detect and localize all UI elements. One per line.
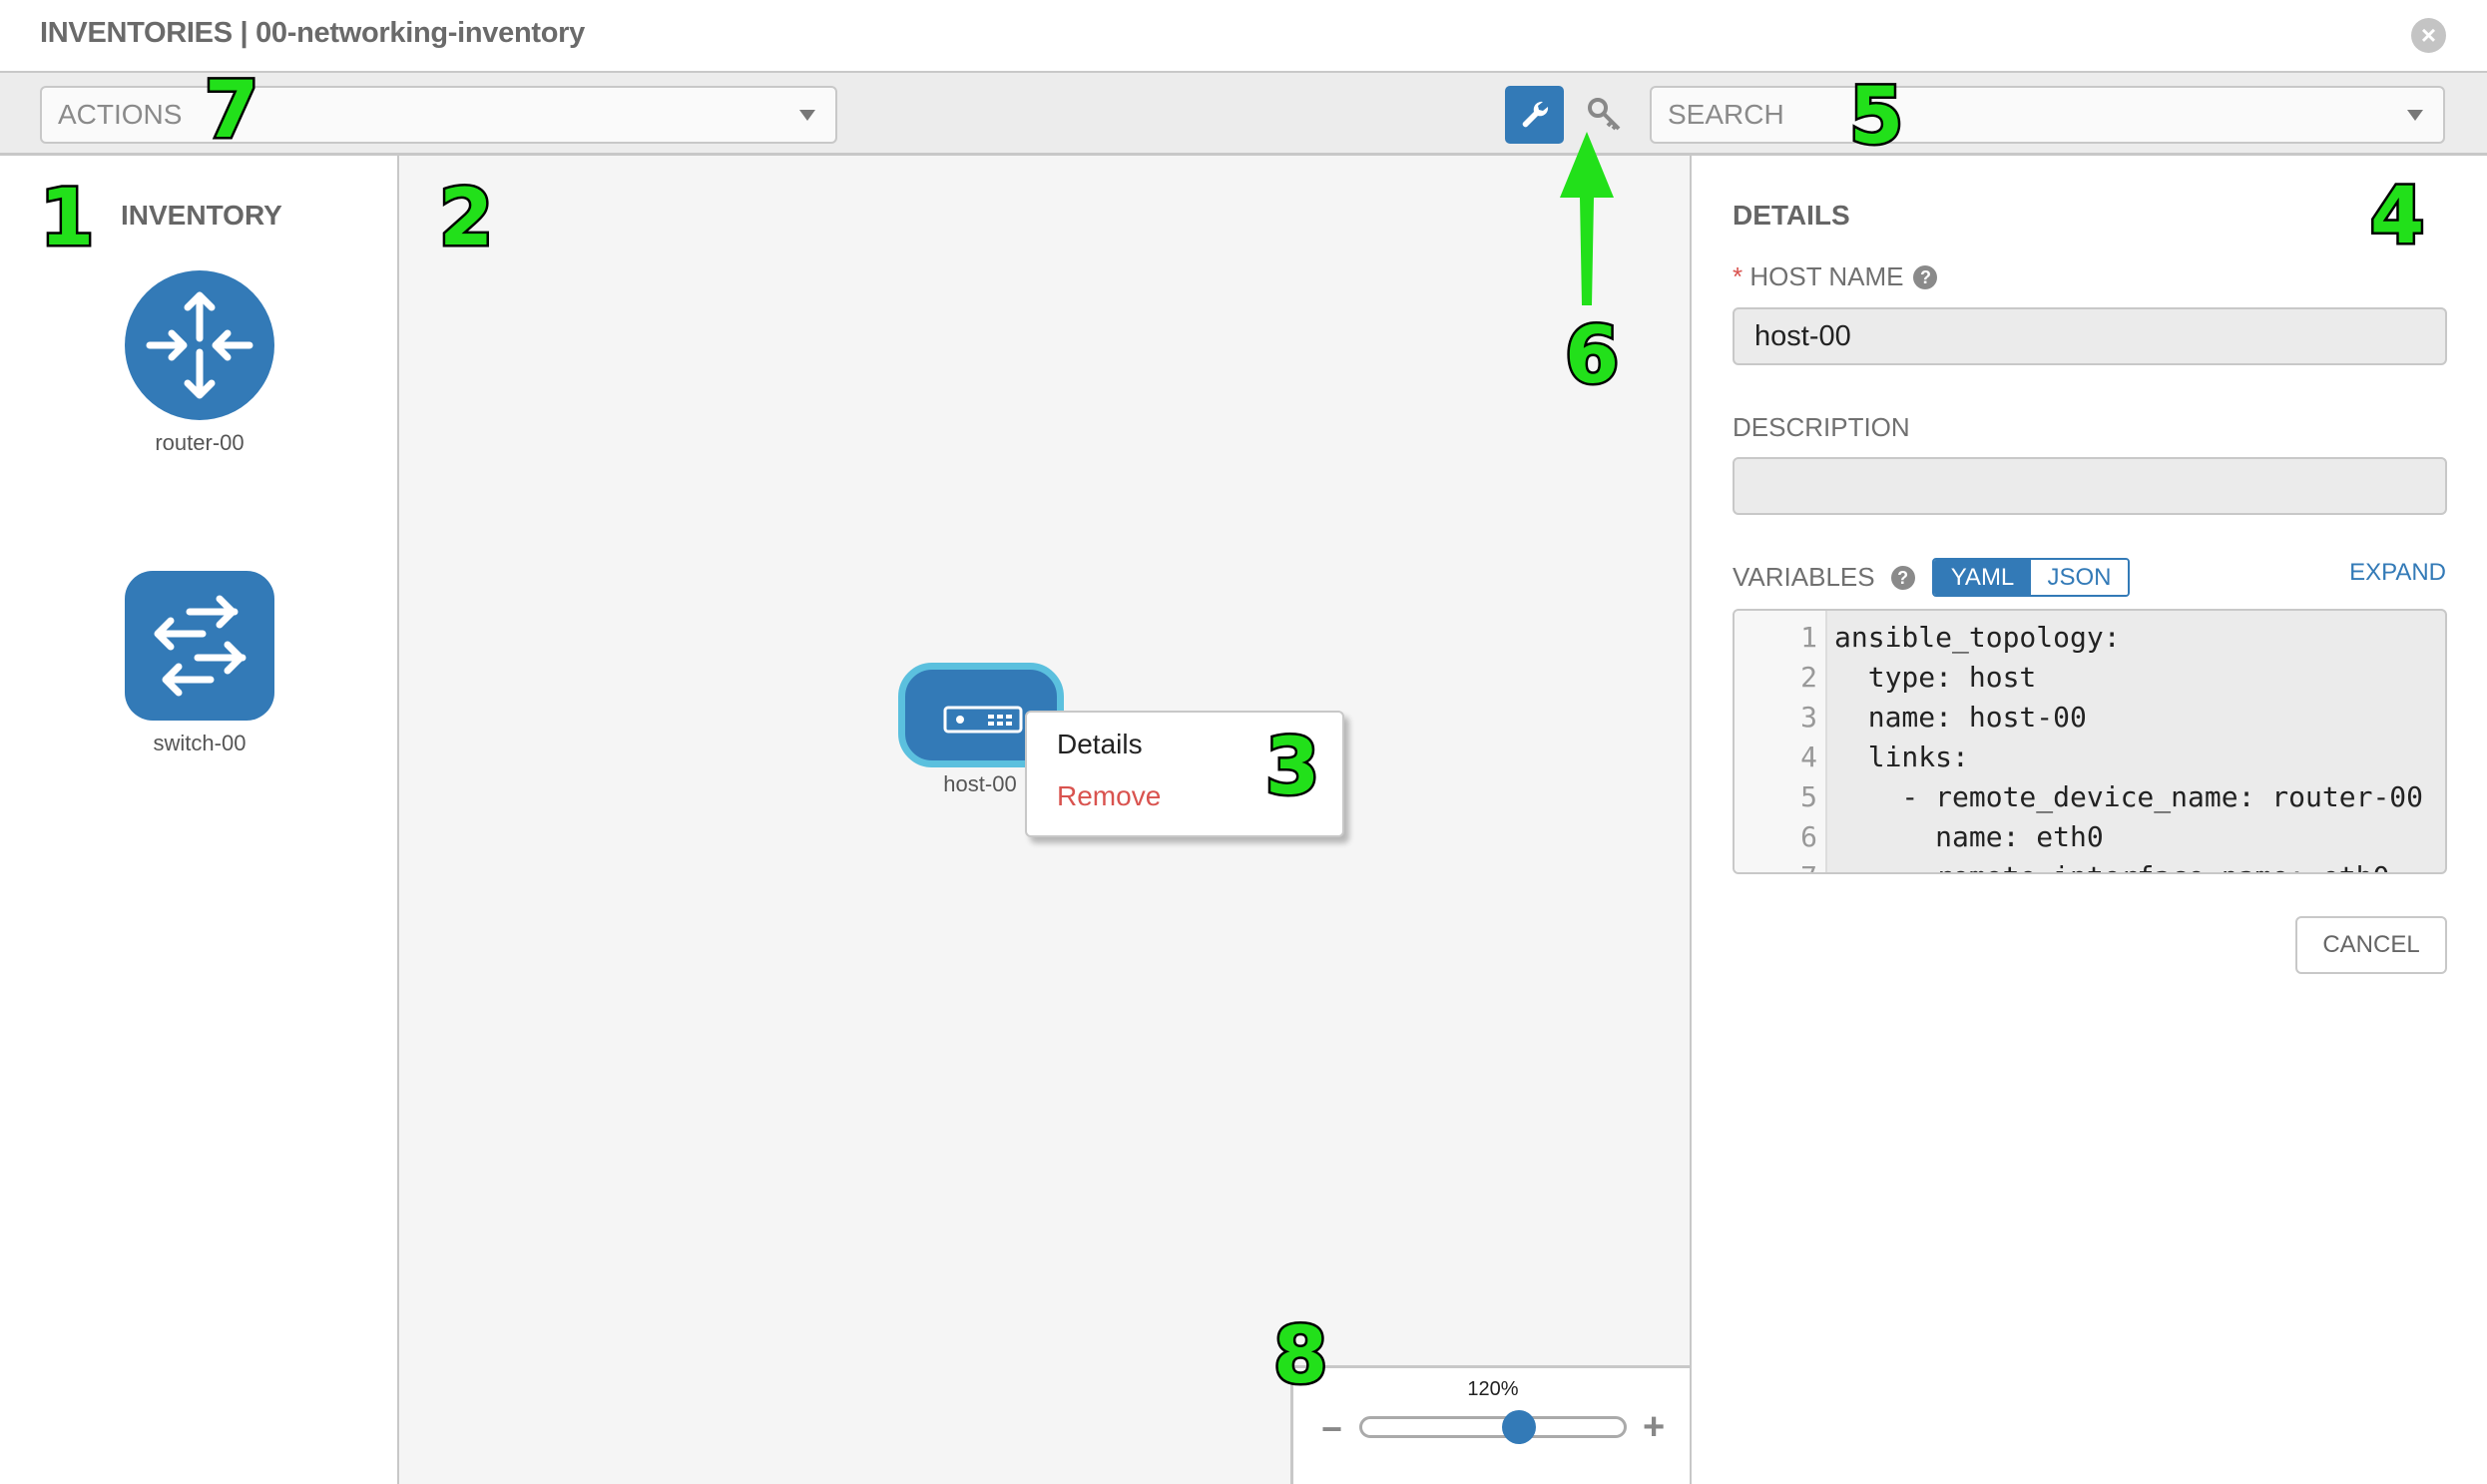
details-panel: DETAILS * HOST NAME? host-00 DESCRIPTION… <box>1690 156 2487 1484</box>
code-line: type: host <box>1834 661 2037 694</box>
host-name-input[interactable]: host-00 <box>1733 307 2447 365</box>
cancel-button[interactable]: CANCEL <box>2295 916 2447 974</box>
annotation-6: 6 <box>1562 311 1621 401</box>
inventory-title: INVENTORY <box>121 200 282 231</box>
help-icon[interactable]: ? <box>1890 566 1915 590</box>
switch-icon[interactable] <box>125 571 274 721</box>
variables-editor[interactable]: 1 2 3 4 5 6 7 ansible_topology: type: host nam… <box>1733 609 2447 874</box>
header: INVENTORIES | 00-networking-inventory × <box>0 0 2487 73</box>
format-toggle: YAML JSON <box>1932 558 2130 597</box>
wrench-icon[interactable] <box>1505 86 1564 144</box>
zoom-control: 120% − + <box>1290 1365 1690 1484</box>
zoom-level: 120% <box>1467 1378 1519 1400</box>
code-line: remote_interface_name: eth0 <box>1834 860 2389 872</box>
topology-canvas[interactable]: host-00 Details Remove <box>399 156 1690 1484</box>
line-number: 4 <box>1800 741 1817 773</box>
line-gutter: 1 2 3 4 5 6 7 <box>1735 611 1827 872</box>
key-icon[interactable] <box>1585 95 1625 135</box>
toolbar: ACTIONS SEARCH <box>0 73 2487 156</box>
arrow-up-icon <box>1560 132 1614 305</box>
annotation-8: 8 <box>1270 1311 1329 1401</box>
zoom-in-button[interactable]: + <box>1643 1406 1666 1448</box>
description-label: DESCRIPTION <box>1733 412 1910 442</box>
required-mark: * <box>1733 261 1743 291</box>
annotation-1: 1 <box>37 174 96 263</box>
line-number: 7 <box>1800 860 1817 872</box>
line-number: 2 <box>1800 661 1817 694</box>
line-number: 5 <box>1800 780 1817 813</box>
zoom-slider-thumb[interactable] <box>1502 1410 1536 1444</box>
page-title: INVENTORIES | 00-networking-inventory <box>40 17 585 49</box>
line-number: 1 <box>1800 621 1817 654</box>
variables-label: VARIABLES? <box>1733 562 1915 593</box>
annotation-3: 3 <box>1262 723 1321 812</box>
host-name-label-text: HOST NAME <box>1749 261 1904 291</box>
inventory-panel: INVENTORY router-00 switch-00 <box>0 156 399 1484</box>
line-number: 3 <box>1800 701 1817 734</box>
code-line: links: <box>1834 741 1969 773</box>
host-label: host-00 <box>943 771 1017 796</box>
zoom-slider-track[interactable] <box>1359 1416 1627 1438</box>
expand-link[interactable]: EXPAND <box>2349 559 2446 586</box>
context-menu: Details Remove <box>1025 711 1344 837</box>
annotation-7: 7 <box>202 66 260 156</box>
switch-label: switch-00 <box>153 731 247 755</box>
router-icon[interactable] <box>125 270 274 420</box>
code-line: ansible_topology: <box>1834 621 2121 654</box>
annotation-2: 2 <box>436 174 495 263</box>
search-dropdown[interactable]: SEARCH <box>1650 86 2445 144</box>
code-line: - remote_device_name: router-00 <box>1834 780 2424 813</box>
line-number: 6 <box>1800 820 1817 853</box>
description-input[interactable] <box>1733 457 2447 515</box>
close-icon[interactable]: × <box>2411 18 2446 53</box>
code-line: name: eth0 <box>1834 820 2104 853</box>
actions-placeholder: ACTIONS <box>58 99 183 130</box>
host-name-label: * HOST NAME? <box>1733 261 1938 292</box>
chevron-down-icon <box>799 110 815 121</box>
yaml-toggle[interactable]: YAML <box>1934 560 2031 595</box>
help-icon[interactable]: ? <box>1913 265 1938 289</box>
router-label: router-00 <box>155 430 245 455</box>
code-line: name: host-00 <box>1834 701 2087 734</box>
menu-item-details[interactable]: Details <box>1057 729 1143 759</box>
actions-dropdown[interactable]: ACTIONS <box>40 86 837 144</box>
json-toggle[interactable]: JSON <box>2031 560 2128 595</box>
variables-label-text: VARIABLES <box>1733 562 1875 592</box>
search-placeholder: SEARCH <box>1668 99 1784 130</box>
annotation-4: 4 <box>2367 172 2426 261</box>
menu-item-remove[interactable]: Remove <box>1057 780 1162 811</box>
details-title: DETAILS <box>1733 200 1850 231</box>
annotation-5: 5 <box>1846 72 1905 162</box>
server-icon <box>943 706 1023 734</box>
zoom-out-button[interactable]: − <box>1321 1408 1343 1449</box>
chevron-down-icon <box>2407 110 2423 121</box>
